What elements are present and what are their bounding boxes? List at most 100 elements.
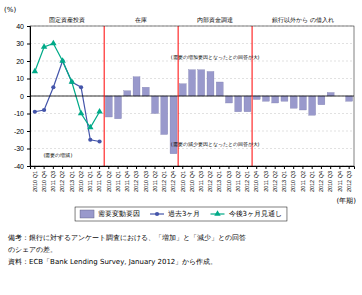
tick-mark (238, 166, 239, 169)
legend-item: 需要変動要因 (80, 210, 140, 218)
tick-mark (210, 166, 211, 169)
tick-mark (228, 166, 229, 169)
marker (41, 43, 47, 49)
marker (78, 110, 84, 116)
grid-line (30, 131, 354, 132)
marker (97, 139, 101, 143)
note: のシェアの差。 (8, 246, 57, 254)
x-tick: 2010 Q1 (180, 166, 186, 192)
tick-label: 20 (16, 58, 24, 65)
tick-mark (265, 166, 266, 169)
legend-swatch (80, 210, 94, 218)
tick-label: 2010 Q4 (253, 171, 259, 192)
x-tick: 2011 Q3 (198, 166, 204, 192)
section-label: 固定資産投資 (49, 16, 85, 24)
tick-label: 2010 Q4 (189, 171, 195, 192)
x-tick: 2012 Q2 (272, 166, 278, 192)
bar (207, 72, 214, 97)
legend-label: 過去3ヶ月 (168, 210, 200, 218)
bar (318, 96, 325, 105)
bar (309, 96, 316, 115)
tick-label: 2012 Q4 (170, 171, 176, 192)
x-tick: 2010 Q1 (32, 166, 38, 192)
tick-label: 2011 Q4 (124, 171, 130, 192)
x-tick: 2012 Q4 (318, 166, 324, 192)
tick-label: 2013 Q1 (281, 171, 287, 192)
tick-mark (53, 166, 54, 169)
tick-mark (99, 166, 100, 169)
annotation: (需要の増減) (44, 152, 73, 158)
tick-label: 2012 Q2 (272, 171, 278, 192)
bar (179, 84, 186, 96)
marker (79, 85, 83, 89)
grid (30, 26, 354, 166)
marker (59, 57, 65, 63)
tick-mark (201, 166, 202, 169)
tick-mark (293, 166, 294, 169)
legend-marker (155, 212, 159, 216)
bar (133, 77, 140, 96)
marker (32, 68, 38, 74)
marker (87, 124, 93, 130)
annotation: (需要の減少要因となったとの回答が大) (171, 141, 260, 147)
tick-mark (127, 166, 128, 169)
marker (96, 108, 102, 114)
y-tick: -20 (14, 128, 30, 135)
bar-series (105, 70, 352, 154)
note: 備考：銀行に対するアンケート調査における、「増加」と「減少」との回答 (8, 233, 246, 242)
tick-label: -40 (14, 163, 24, 170)
bar (142, 87, 149, 96)
tick-label: -30 (14, 145, 24, 152)
tick-mark (27, 44, 30, 45)
x-tick: 2012 Q1 (161, 166, 167, 192)
tick-label: 30 (16, 40, 24, 47)
y-tick: -30 (14, 145, 30, 152)
tick-label: 2011 Q4 (96, 171, 102, 192)
line-series (32, 40, 103, 130)
x-tick: 2010 Q4 (41, 166, 47, 192)
tick-mark (27, 166, 30, 167)
marks (32, 40, 353, 154)
axis-line (31, 167, 355, 170)
bar (152, 96, 159, 114)
tick-label: 2011 Q2 (235, 171, 241, 192)
x-tick: 2012 Q1 (244, 166, 250, 192)
y-tick: 0 (20, 93, 30, 100)
tick-mark (182, 166, 183, 169)
x-tick: 2012 Q4 (170, 166, 176, 192)
marker (50, 40, 56, 46)
bar (115, 96, 122, 119)
tick-label: 2011 Q2 (152, 171, 158, 192)
tick-label: 2011 Q2 (300, 171, 306, 192)
chart: 固定資産投資在庫内部資金調達銀行以外から の借入れ(需要の増加要因となったとの回… (0, 0, 362, 295)
x-tick: 2010 Q4 (253, 166, 259, 192)
legend-frame (75, 207, 287, 221)
tick-label: 2011 Q1 (87, 171, 93, 192)
tick-mark (27, 114, 30, 115)
bar (272, 96, 279, 103)
tick-mark (302, 166, 303, 169)
tick-mark (321, 166, 322, 169)
bar (226, 96, 233, 103)
y-tick: 30 (16, 40, 30, 47)
x-tick: 2011 Q1 (87, 166, 93, 192)
section-label: 内部資金調達 (197, 16, 233, 24)
tick-mark (27, 61, 30, 62)
tick-label: 2010 Q3 (143, 171, 149, 192)
tick-label: 2010 Q3 (290, 171, 296, 192)
x-tick: 2010 Q4 (189, 166, 195, 192)
grid-line (30, 96, 354, 97)
tick-label: 2012 Q1 (244, 171, 250, 192)
y-axis: -40-30-20-10010203040 (14, 23, 31, 170)
tick-label: 2013 Q1 (216, 171, 222, 192)
y-tick: -10 (14, 110, 30, 117)
tick-mark (108, 166, 109, 169)
marker (33, 110, 37, 114)
x-tick: 2012 Q1 (309, 166, 315, 192)
tick-mark (136, 166, 137, 169)
tick-mark (339, 166, 340, 169)
tick-label: 2011 Q1 (115, 171, 121, 192)
bar (281, 96, 288, 101)
y-tick: 40 (16, 23, 30, 30)
bar (253, 96, 260, 100)
